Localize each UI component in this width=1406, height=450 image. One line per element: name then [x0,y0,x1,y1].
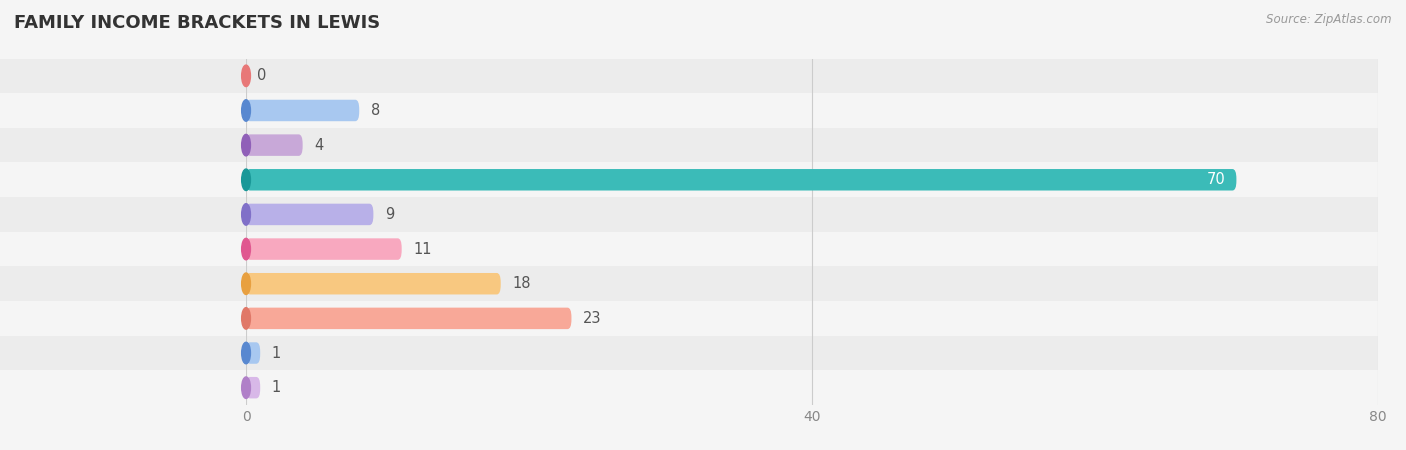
Bar [0,232,1406,266]
Text: 11: 11 [413,242,432,256]
Text: 23: 23 [582,311,602,326]
Text: 1: 1 [271,380,281,395]
Circle shape [242,377,250,398]
FancyBboxPatch shape [246,135,302,156]
Text: FAMILY INCOME BRACKETS IN LEWIS: FAMILY INCOME BRACKETS IN LEWIS [14,14,380,32]
FancyBboxPatch shape [246,377,260,398]
FancyBboxPatch shape [246,100,359,121]
Bar [0,93,1406,128]
Bar [0,266,1406,301]
Text: 1: 1 [271,346,281,360]
Circle shape [242,342,250,364]
Bar [0,301,1406,336]
Text: 70: 70 [1206,172,1225,187]
FancyBboxPatch shape [246,273,501,294]
FancyBboxPatch shape [246,204,374,225]
Circle shape [242,238,250,260]
Circle shape [242,100,250,121]
Bar [0,128,1406,162]
Bar [0,370,1406,405]
Bar [0,336,1406,370]
FancyBboxPatch shape [246,238,402,260]
FancyBboxPatch shape [246,342,260,364]
Text: 9: 9 [385,207,394,222]
Bar [0,58,1406,93]
Text: 0: 0 [257,68,267,83]
Circle shape [242,204,250,225]
Text: 4: 4 [314,138,323,153]
Circle shape [242,308,250,329]
FancyBboxPatch shape [246,169,1236,190]
Bar [0,197,1406,232]
Text: 8: 8 [371,103,380,118]
Text: Source: ZipAtlas.com: Source: ZipAtlas.com [1267,14,1392,27]
FancyBboxPatch shape [246,308,571,329]
Circle shape [242,65,250,86]
Text: 18: 18 [512,276,530,291]
Circle shape [242,273,250,294]
Bar [0,162,1406,197]
Circle shape [242,135,250,156]
Circle shape [242,169,250,190]
